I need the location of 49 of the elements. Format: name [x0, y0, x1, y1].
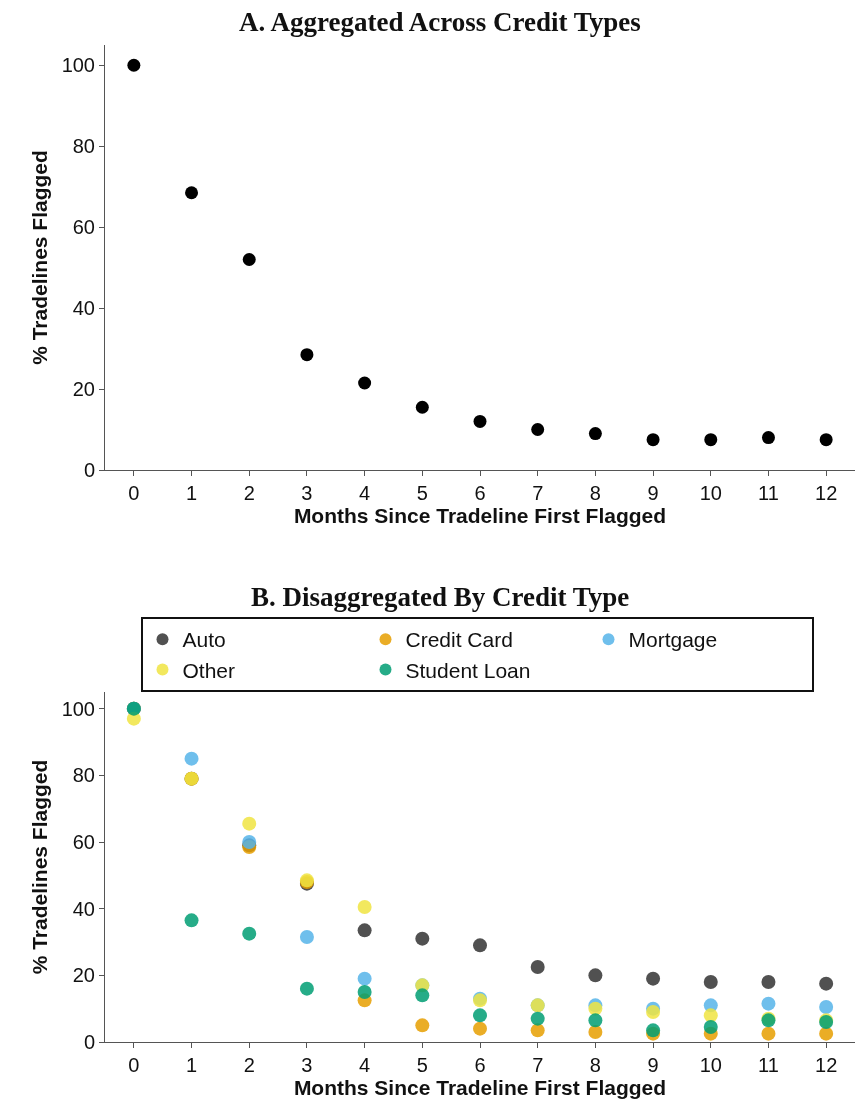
y-tick-label: 60 [72, 831, 95, 853]
x-tick-label: 1 [185, 1054, 198, 1076]
y-axis-title: % Tradelines Flagged [27, 759, 51, 975]
x-tick-label: 12 [815, 1054, 838, 1076]
chart-title: A. Aggregated Across Credit Types [239, 7, 641, 37]
x-tick-label: 10 [699, 1054, 722, 1076]
x-tick-label: 11 [758, 1054, 779, 1076]
x-tick-label: 7 [532, 482, 544, 504]
y-axis-title: % Tradelines Flagged [27, 150, 51, 365]
x-tick-label: 6 [474, 1054, 486, 1076]
y-tick-label: 0 [83, 459, 95, 481]
x-tick-label: 4 [359, 1054, 371, 1076]
x-tick-label: 5 [416, 1054, 428, 1076]
x-tick-label: 10 [699, 482, 722, 504]
y-tick-label: 20 [72, 964, 95, 987]
x-tick-label: 2 [243, 482, 255, 504]
x-tick-label: 11 [758, 482, 779, 504]
x-axis-title: Months Since Tradeline First Flagged [293, 1076, 667, 1099]
x-tick-label: 0 [128, 1054, 140, 1076]
y-tick-label: 40 [72, 297, 95, 320]
legend-label: Student Loan [405, 658, 531, 682]
x-tick-label: 7 [532, 1054, 544, 1076]
y-tick-label: 80 [72, 764, 95, 787]
x-tick-label: 2 [243, 1054, 255, 1076]
y-tick-label: 100 [61, 697, 95, 720]
x-tick-label: 4 [359, 482, 371, 504]
x-tick-label: 5 [416, 482, 428, 504]
x-tick-label: 8 [589, 1054, 601, 1076]
x-tick-label: 3 [301, 482, 313, 504]
x-tick-label: 8 [589, 482, 601, 504]
x-tick-label: 0 [128, 482, 140, 504]
x-tick-label: 9 [647, 482, 659, 504]
x-tick-label: 6 [474, 482, 486, 504]
legend-label: Auto [182, 628, 226, 652]
x-tick-label: 1 [185, 482, 198, 504]
y-tick-label: 80 [72, 135, 95, 158]
x-tick-label: 9 [647, 1054, 659, 1076]
y-tick-label: 60 [72, 216, 95, 239]
legend-label: Other [182, 658, 236, 682]
y-tick-label: 20 [72, 378, 95, 401]
legend-label: Credit Card [405, 628, 513, 652]
chart-title: B. Disaggregated By Credit Type [251, 582, 630, 612]
y-tick-label: 0 [83, 1031, 95, 1053]
x-axis-title: Months Since Tradeline First Flagged [293, 504, 667, 527]
legend-label: Mortgage [628, 628, 718, 652]
y-tick-label: 40 [72, 897, 95, 920]
x-tick-label: 3 [301, 1054, 313, 1076]
y-tick-label: 100 [61, 54, 95, 77]
x-tick-label: 12 [815, 482, 838, 504]
